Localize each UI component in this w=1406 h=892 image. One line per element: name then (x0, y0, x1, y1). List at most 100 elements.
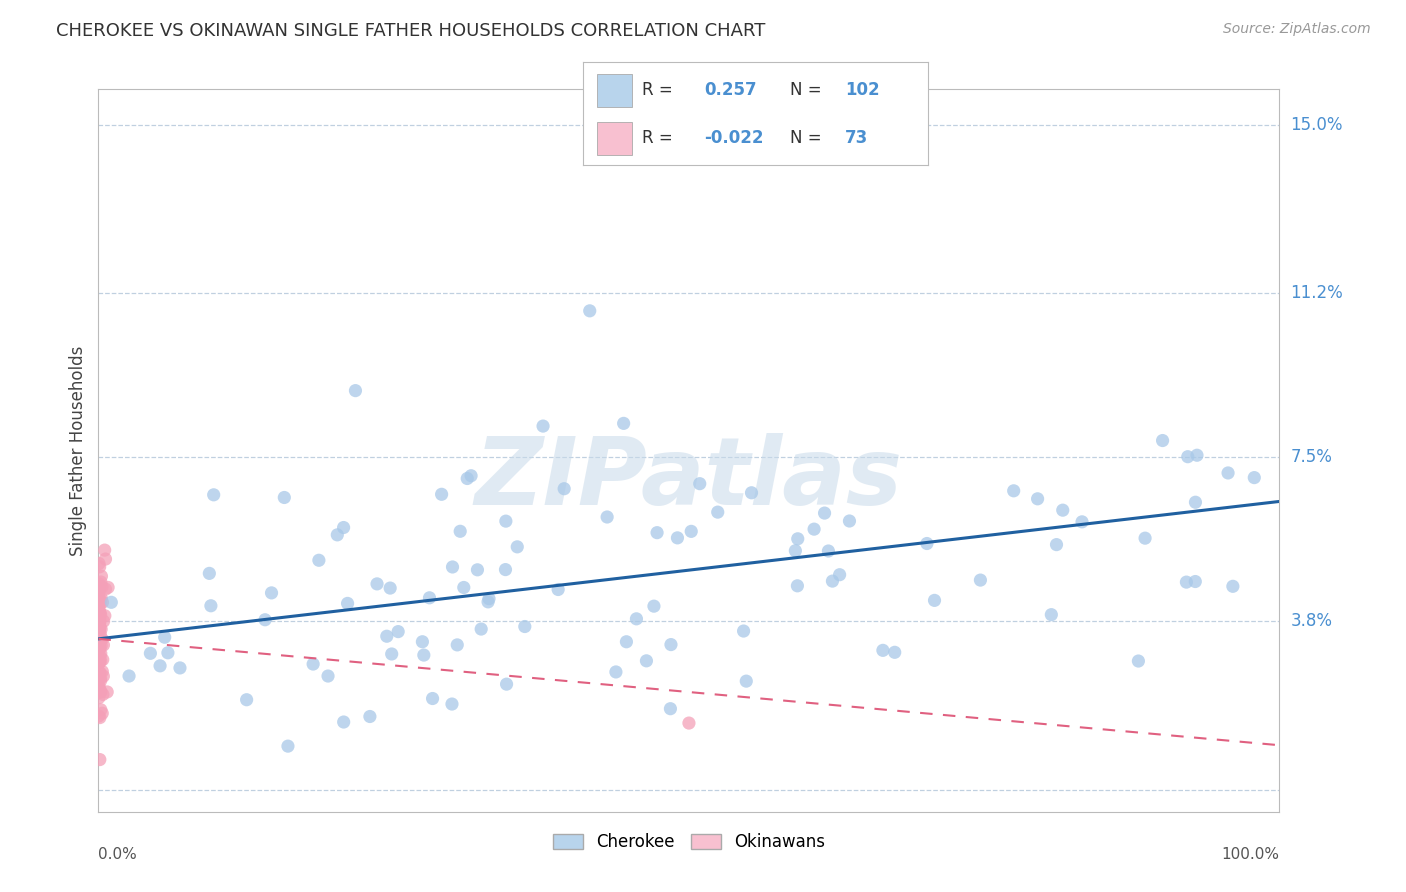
Text: 100.0%: 100.0% (1222, 847, 1279, 863)
Point (273, 491, 295, 505)
Point (89, 685, 111, 699)
Point (89, 583, 111, 598)
Point (1185, 448, 1208, 462)
Point (381, 647, 404, 661)
Point (478, 591, 501, 606)
Legend: Cherokee, Okinawans: Cherokee, Okinawans (546, 826, 832, 857)
Point (924, 593, 946, 607)
Point (449, 524, 471, 539)
Point (87, 577, 110, 591)
Point (89, 633, 111, 648)
Point (90, 671, 112, 685)
Point (1222, 579, 1244, 593)
Point (418, 591, 440, 605)
Point (89, 753, 111, 767)
Point (87, 641, 110, 656)
Point (87, 587, 110, 601)
Text: R =: R = (643, 81, 673, 99)
Point (495, 563, 517, 577)
Point (90, 684, 112, 698)
Point (1152, 434, 1174, 448)
FancyBboxPatch shape (598, 74, 631, 106)
Text: -0.022: -0.022 (704, 129, 763, 147)
Point (344, 384, 367, 398)
Point (470, 622, 492, 636)
Point (153, 630, 176, 644)
Point (87, 680, 110, 694)
Point (422, 691, 444, 706)
Point (91, 687, 114, 701)
Point (828, 567, 851, 582)
Text: 0.0%: 0.0% (98, 847, 138, 863)
Point (90, 703, 112, 717)
Point (678, 716, 700, 731)
Point (90, 569, 112, 583)
Point (1026, 491, 1049, 506)
Point (156, 646, 179, 660)
Text: 15.0%: 15.0% (1291, 116, 1343, 134)
Point (149, 658, 172, 673)
Point (93, 638, 115, 652)
Point (139, 646, 162, 660)
Point (1216, 466, 1239, 480)
Point (89, 641, 111, 656)
Point (1184, 495, 1206, 509)
Text: ZIPatlas: ZIPatlas (475, 434, 903, 525)
Point (460, 468, 482, 483)
Point (547, 582, 569, 597)
Point (477, 595, 499, 609)
Point (430, 487, 453, 501)
Point (645, 525, 668, 540)
Point (89, 606, 111, 620)
Point (89, 580, 111, 594)
Point (89, 595, 111, 609)
Point (87, 709, 110, 723)
Point (90, 647, 112, 661)
Point (94, 552, 117, 566)
Point (89, 684, 111, 698)
Point (411, 634, 433, 648)
Point (1177, 450, 1199, 464)
Point (380, 581, 402, 595)
Point (90, 654, 112, 668)
Point (89, 642, 111, 657)
Point (89, 666, 111, 681)
Point (89, 614, 111, 628)
Point (91, 632, 114, 647)
Point (87, 655, 110, 669)
Point (90, 593, 112, 607)
Point (89, 649, 111, 664)
Point (89, 603, 111, 617)
Point (1133, 531, 1156, 545)
Point (90, 591, 112, 605)
Point (89, 559, 111, 574)
Point (681, 524, 703, 539)
Text: 3.8%: 3.8% (1291, 612, 1333, 630)
Point (659, 638, 682, 652)
Text: 102: 102 (845, 81, 880, 99)
Point (87, 641, 110, 656)
Point (872, 643, 894, 657)
Point (643, 599, 665, 614)
Point (302, 657, 325, 671)
Point (495, 677, 517, 691)
Point (94, 582, 117, 596)
Point (89, 665, 111, 680)
Point (1071, 515, 1094, 529)
Text: CHEROKEE VS OKINAWAN SINGLE FATHER HOUSEHOLDS CORRELATION CHART: CHEROKEE VS OKINAWAN SINGLE FATHER HOUSE… (56, 22, 766, 40)
Point (596, 510, 619, 524)
Point (375, 629, 398, 643)
Point (531, 419, 554, 434)
Point (91, 652, 114, 666)
Point (316, 669, 339, 683)
Point (89, 710, 111, 724)
Point (332, 714, 354, 729)
Point (87, 671, 110, 685)
Point (89, 680, 111, 694)
Text: Source: ZipAtlas.com: Source: ZipAtlas.com (1223, 22, 1371, 37)
Point (93, 543, 115, 558)
Point (308, 553, 330, 567)
Point (553, 482, 575, 496)
Point (706, 505, 728, 519)
Point (803, 522, 825, 536)
